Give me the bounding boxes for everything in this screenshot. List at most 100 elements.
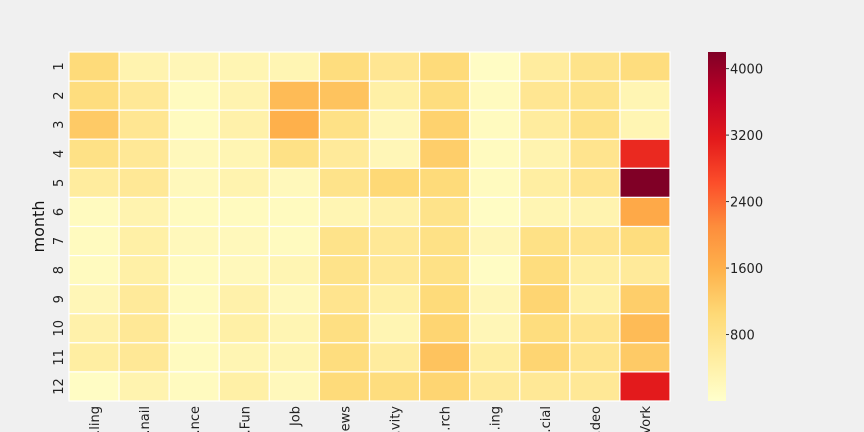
heatmap-cell [218, 109, 270, 140]
heatmap-cell [218, 284, 270, 315]
y-tick-label: 8 [52, 266, 67, 274]
heatmap-cell [268, 51, 321, 82]
heatmap-cell [168, 138, 220, 169]
heatmap-cell [368, 167, 421, 199]
heatmap-cell [318, 284, 371, 315]
heatmap-cell [619, 51, 671, 82]
heatmap-cell [268, 342, 321, 373]
y-tick-label: 6 [52, 208, 67, 216]
heatmap-cell [118, 371, 170, 402]
heatmap-cell [168, 109, 220, 140]
heatmap-cell [368, 80, 421, 111]
heatmap-cell [168, 225, 220, 257]
heatmap-cell [168, 196, 220, 228]
heatmap-cell [519, 80, 571, 111]
heatmap-cell [418, 254, 471, 286]
heatmap-cell [619, 80, 671, 111]
heatmap-cell [268, 138, 321, 169]
colorbar-tick-label: 1600 [730, 262, 763, 277]
heatmap-cell [368, 51, 421, 82]
heatmap-cell [519, 109, 571, 140]
x-tick-label: …cial [539, 406, 554, 432]
heatmap-cell [469, 138, 521, 169]
heatmap-cell [218, 80, 270, 111]
y-tick-label: 2 [52, 91, 67, 99]
heatmap-cell [619, 167, 671, 199]
heatmap-cell [68, 109, 120, 140]
x-tick-label: …ling [88, 406, 103, 432]
heatmap-cell [418, 342, 471, 373]
heatmap-cell [368, 342, 421, 373]
x-tick-label: …deo [589, 406, 604, 432]
heatmap-cell [469, 196, 521, 228]
heatmap-cell [118, 254, 170, 286]
heatmap-cell [418, 80, 471, 111]
heatmap-cell [368, 225, 421, 257]
heatmap-cell [469, 254, 521, 286]
heatmap-cell [118, 313, 170, 344]
x-tick-label: …nce [188, 406, 203, 432]
colorbar-tick-labels: 800 1600 2400 3200 4000 [726, 63, 763, 344]
heatmap-cell [469, 109, 521, 140]
heatmap-cell [569, 254, 621, 286]
heatmap-cell [469, 284, 521, 315]
heatmap-cell [368, 284, 421, 315]
heatmap-cell [469, 313, 521, 344]
heatmap-cell [318, 225, 371, 257]
heatmap-cell [519, 254, 571, 286]
heatmap-cell [469, 371, 521, 402]
heatmap-cell [418, 109, 471, 140]
y-tick-label: 9 [52, 295, 67, 303]
heatmap-cell [118, 51, 170, 82]
heatmap-cell [118, 138, 170, 169]
heatmap-cell [218, 342, 270, 373]
colorbar-tick-label: 3200 [730, 129, 763, 144]
y-tick-label: 3 [52, 121, 67, 129]
heatmap-cell [68, 196, 120, 228]
heatmap-cell [519, 138, 571, 169]
heatmap-cell [318, 80, 371, 111]
heatmap-cell [569, 371, 621, 402]
heatmap-cell [418, 167, 471, 199]
heatmap-cell [368, 138, 421, 169]
heatmap-cell [519, 167, 571, 199]
heatmap-cell [569, 51, 621, 82]
colorbar-tick-label: 4000 [730, 63, 763, 78]
heatmap-cell [68, 284, 120, 315]
colorbar-tick-label: 800 [730, 329, 755, 344]
heatmap-cell [118, 225, 170, 257]
y-tick-label: 4 [52, 150, 67, 158]
x-tick-label: …nail [138, 406, 153, 432]
y-tick-label: 5 [52, 179, 67, 187]
y-axis-label: month [29, 201, 48, 253]
heatmap-cell [268, 80, 321, 111]
heatmap-cell [318, 371, 371, 402]
heatmap-cell [469, 342, 521, 373]
heatmap-cell [569, 342, 621, 373]
heatmap-cell [318, 109, 371, 140]
heatmap-cell [569, 313, 621, 344]
heatmap-cell [218, 313, 270, 344]
heatmap-cell [268, 225, 321, 257]
heatmap-cell [218, 51, 270, 82]
x-tick-label: …ing [489, 406, 504, 432]
heatmap-cell [368, 196, 421, 228]
x-tick-label: Job [288, 406, 303, 427]
heatmap-cell [569, 109, 621, 140]
heatmap-cell [619, 225, 671, 257]
heatmap-cell [218, 196, 270, 228]
heatmap-cell [168, 80, 220, 111]
heatmap-cell [168, 254, 220, 286]
heatmap-cell [569, 284, 621, 315]
heatmap-cell [619, 313, 671, 344]
heatmap-cell [619, 109, 671, 140]
heatmap-cell [68, 254, 120, 286]
heatmap-cell [619, 196, 671, 228]
heatmap-cell [68, 167, 120, 199]
heatmap-cell [68, 138, 120, 169]
y-tick-label: 11 [52, 349, 67, 366]
heatmap-cell [118, 284, 170, 315]
heatmap-cell [68, 80, 120, 111]
heatmap-cell [268, 313, 321, 344]
